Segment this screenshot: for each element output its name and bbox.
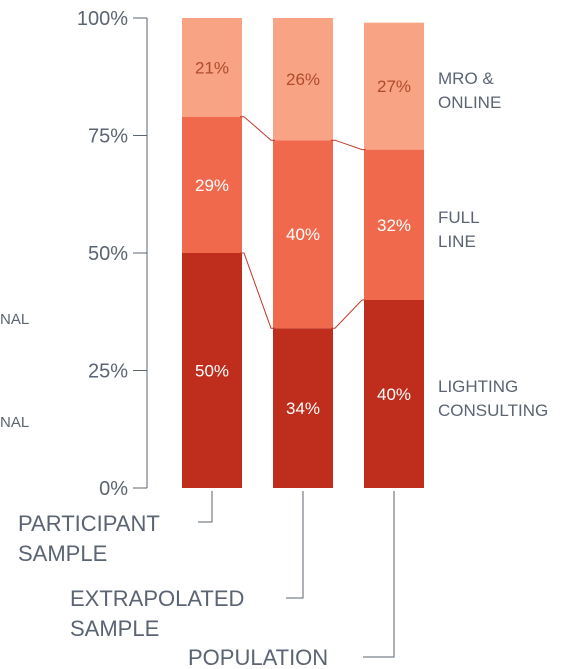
data-label: 34%	[286, 399, 320, 418]
connector-line	[240, 116, 275, 141]
cutoff-label: NAL	[0, 311, 29, 328]
data-label: 50%	[195, 362, 229, 381]
category-label: PARTICIPANT	[18, 511, 160, 536]
data-label: 32%	[377, 216, 411, 235]
data-label: 40%	[377, 385, 411, 404]
connector-line	[331, 139, 366, 151]
category-leader-line	[198, 491, 213, 523]
y-tick-label: 25%	[88, 361, 128, 383]
connector-line	[240, 252, 275, 329]
bar-segment	[273, 140, 333, 329]
data-label: 21%	[195, 58, 229, 77]
bar-segment	[182, 116, 242, 253]
data-label: 26%	[286, 70, 320, 89]
legend-label: LINE	[438, 232, 476, 251]
y-tick-label: 0%	[99, 478, 128, 500]
y-tick-label: 50%	[88, 243, 128, 265]
data-label: 29%	[195, 176, 229, 195]
bar-segment	[364, 300, 424, 488]
legend-label: ONLINE	[438, 93, 501, 112]
bar-segment	[182, 18, 242, 117]
data-label: 40%	[286, 225, 320, 244]
bar-segment	[364, 22, 424, 150]
legend-label: CONSULTING	[438, 401, 548, 420]
connector-line	[331, 299, 366, 329]
y-tick-label: 75%	[88, 126, 128, 148]
category-leader-line	[286, 491, 304, 599]
data-label: 27%	[377, 77, 411, 96]
cutoff-label: NAL	[0, 414, 29, 431]
bar-segment	[182, 253, 242, 488]
category-label: SAMPLE	[70, 616, 159, 641]
legend-label: LIGHTING	[438, 377, 518, 396]
bar-segment	[273, 18, 333, 141]
category-label: POPULATION	[188, 645, 328, 669]
bar-segment	[273, 328, 333, 488]
y-tick-label: 100%	[77, 8, 128, 30]
category-label: SAMPLE	[18, 541, 107, 566]
legend-label: MRO &	[438, 69, 494, 88]
category-leader-line	[363, 491, 395, 658]
category-label: EXTRAPOLATED	[70, 586, 244, 611]
legend-label: FULL	[438, 208, 480, 227]
bar-segment	[364, 149, 424, 300]
